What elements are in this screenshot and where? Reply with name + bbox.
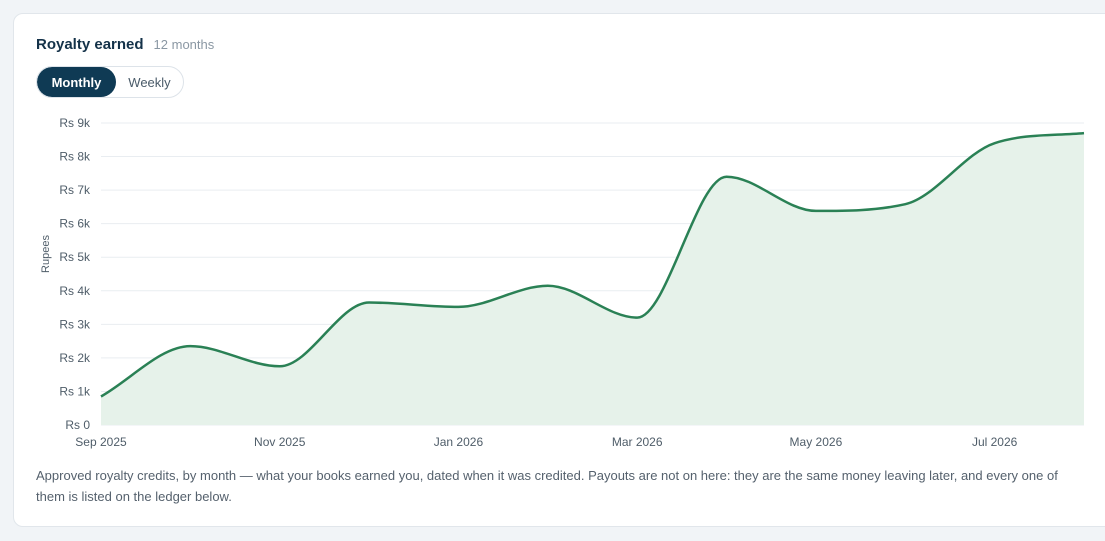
y-tick-label: Rs 5k: [59, 250, 91, 264]
weekly-toggle-button[interactable]: Weekly: [116, 67, 183, 97]
royalty-chart: Rs 0 Rs 1k Rs 2k Rs 3k Rs 4k Rs 5k Rs 6k Rs 7k R…: [40, 116, 1085, 449]
x-tick-label: Sep 2025: [75, 435, 127, 449]
series-area: [101, 133, 1084, 425]
monthly-toggle-button[interactable]: Monthly: [37, 67, 116, 97]
y-tick-label: Rs 7k: [59, 183, 91, 197]
card-header: Royalty earned 12 months: [36, 36, 214, 56]
y-tick-label: Rs 8k: [59, 150, 91, 164]
y-tick-label: Rs 3k: [59, 317, 91, 331]
card-subtitle: 12 months: [153, 37, 215, 52]
y-tick-label: Rs 9k: [59, 116, 91, 130]
y-tick-label: Rs 2k: [59, 351, 91, 365]
chart-caption: Approved royalty credits, by month — wha…: [36, 468, 1058, 504]
x-axis-ticks: Sep 2025 Nov 2025 Jan 2026 Mar 2026 May 2026…: [75, 435, 1017, 449]
y-tick-label: Rs 6k: [59, 217, 91, 231]
card-title: Royalty earned: [36, 36, 144, 53]
y-axis-ticks: Rs 0 Rs 1k Rs 2k Rs 3k Rs 4k Rs 5k Rs 6k Rs 7k R…: [59, 116, 91, 432]
x-tick-label: Mar 2026: [612, 435, 663, 449]
series-line: [100, 131, 1085, 398]
y-tick-label: Rs 4k: [59, 284, 91, 298]
x-tick-label: May 2026: [790, 435, 843, 449]
x-tick-label: Nov 2025: [254, 435, 306, 449]
y-axis-label: Rupees: [40, 235, 52, 273]
royalty-card: Royalty earned 12 months Monthly Weekly R…: [13, 13, 1105, 527]
x-tick-label: Jan 2026: [434, 435, 484, 449]
period-toggle: Monthly Weekly: [36, 66, 184, 98]
x-tick-label: Jul 2026: [972, 435, 1018, 449]
y-tick-label: Rs 1k: [59, 384, 91, 398]
y-tick-label: Rs 0: [65, 418, 90, 432]
